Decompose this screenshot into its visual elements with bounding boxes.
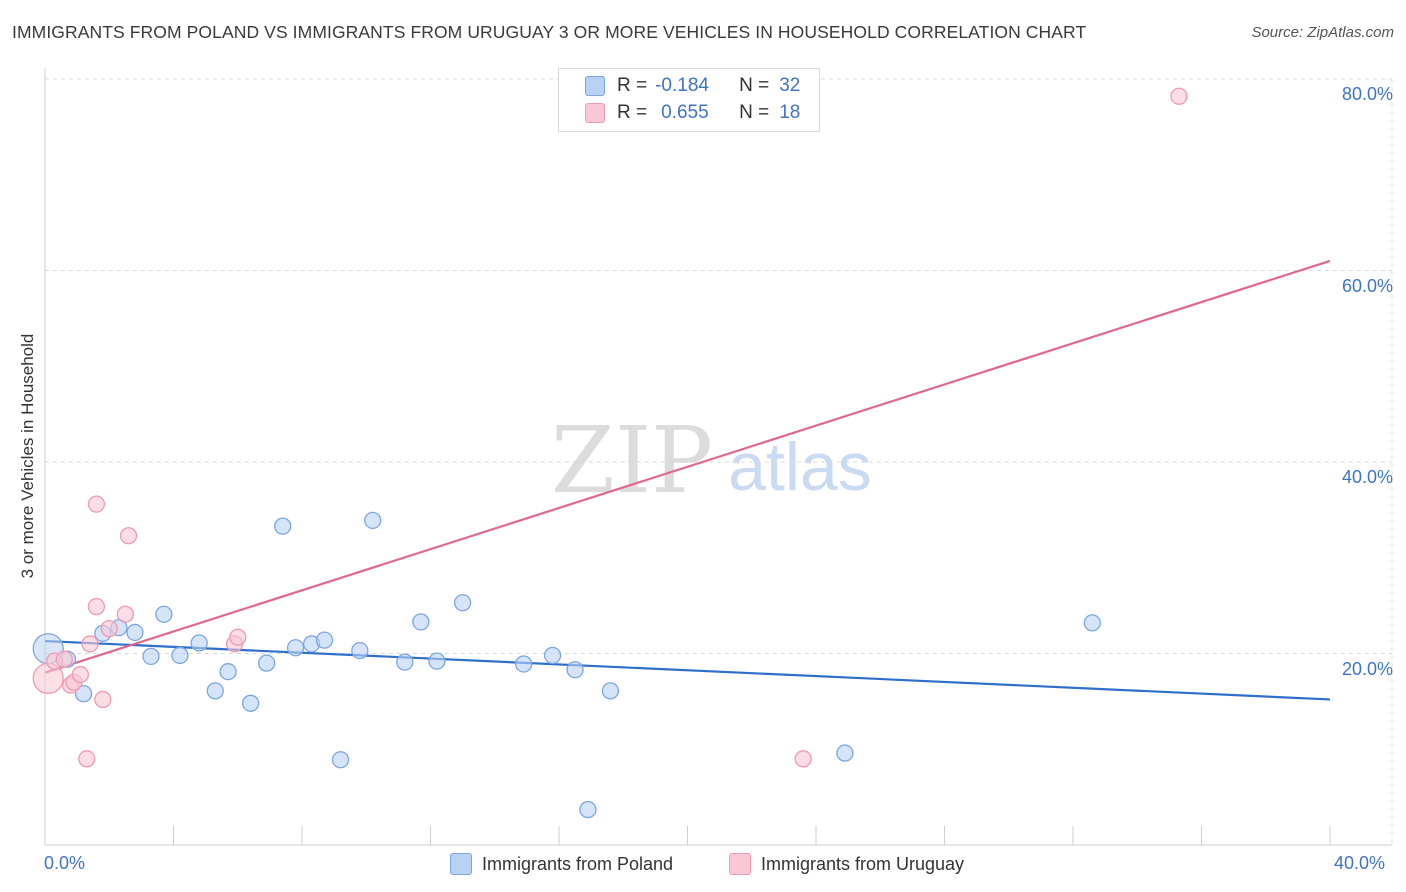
uruguay-point	[87, 495, 106, 513]
watermark-zip: ZIP	[551, 407, 713, 514]
watermark: ZIP atlas	[551, 407, 872, 514]
poland-point	[364, 511, 382, 530]
legend-n-label: N =	[739, 75, 770, 96]
data-points	[32, 87, 1188, 819]
poland-point	[579, 800, 597, 819]
legend-label: Immigrants from Uruguay	[761, 853, 965, 874]
poland-swatch	[450, 853, 472, 875]
watermark-atlas: atlas	[728, 429, 872, 505]
poland-trendline	[44, 639, 1331, 701]
bottom-legend-uruguay: Immigrants from Uruguay	[729, 851, 964, 877]
poland-point	[258, 654, 276, 672]
poland-swatch	[585, 76, 605, 96]
legend-r-value: -0.184	[655, 75, 709, 96]
legend-row-poland: R = -0.184 N = 32	[585, 74, 800, 98]
uruguay-point	[55, 650, 73, 668]
uruguay-swatch	[729, 853, 751, 875]
y-tick-label: 80.0%	[1341, 84, 1393, 104]
poland-point	[286, 639, 305, 657]
poland-point	[155, 605, 173, 623]
poland-point	[219, 663, 237, 681]
legend-n-label: N =	[739, 102, 770, 123]
legend-label: Immigrants from Poland	[482, 853, 674, 874]
uruguay-point	[100, 619, 118, 638]
poland-point	[351, 641, 369, 660]
poland-point	[543, 646, 562, 665]
poland-point	[206, 682, 224, 700]
uruguay-swatch	[585, 103, 605, 123]
uruguay-point	[94, 690, 112, 709]
legend-n-value: 32	[779, 75, 801, 96]
poland-point	[601, 682, 620, 700]
trendlines	[44, 259, 1331, 701]
x-tick-label: 0.0%	[44, 853, 86, 873]
poland-point	[412, 613, 430, 631]
uruguay-point	[116, 605, 134, 623]
poland-point	[171, 646, 189, 665]
source-note: Source: ZipAtlas.com	[1251, 24, 1394, 41]
poland-point	[142, 647, 160, 666]
poland-point	[515, 655, 533, 673]
legend-r-label: R =	[617, 102, 648, 123]
legend-r-value: 0.655	[661, 102, 709, 123]
uruguay-point	[1170, 87, 1188, 105]
uruguay-point	[71, 665, 89, 684]
poland-point	[190, 634, 208, 652]
uruguay-point	[119, 527, 138, 545]
poland-point	[126, 623, 144, 642]
uruguay-trendline	[44, 259, 1331, 674]
y-tick-label: 20.0%	[1341, 658, 1393, 679]
chart-title: IMMIGRANTS FROM POLAND VS IMMIGRANTS FRO…	[12, 22, 1087, 42]
uruguay-point	[78, 750, 96, 768]
y-tick-label: 40.0%	[1341, 467, 1393, 487]
stats-legend: R = -0.184 N = 32 R = 0.655 N = 18	[558, 68, 820, 132]
poland-point	[315, 631, 334, 649]
poland-point	[274, 517, 292, 535]
y-tick-label: 60.0%	[1341, 275, 1393, 296]
poland-point	[453, 594, 472, 612]
poland-point	[331, 751, 350, 769]
poland-point	[1083, 614, 1101, 632]
legend-n-value: 18	[779, 102, 801, 123]
grid	[45, 78, 1393, 845]
poland-point	[428, 652, 446, 670]
uruguay-point	[229, 628, 247, 646]
uruguay-point	[794, 750, 812, 768]
legend-r-label: R =	[617, 75, 648, 96]
axes	[44, 68, 1392, 846]
x-tick-label: 40.0%	[1334, 853, 1386, 873]
poland-point	[396, 653, 414, 671]
bottom-legend-poland: Immigrants from Poland	[450, 851, 673, 877]
poland-point	[566, 661, 584, 679]
uruguay-point	[87, 597, 106, 616]
poland-point	[836, 744, 854, 762]
poland-point	[74, 685, 93, 703]
poland-point	[241, 694, 260, 712]
legend-row-uruguay: R = 0.655 N = 18	[585, 101, 800, 125]
uruguay-point	[81, 635, 99, 653]
